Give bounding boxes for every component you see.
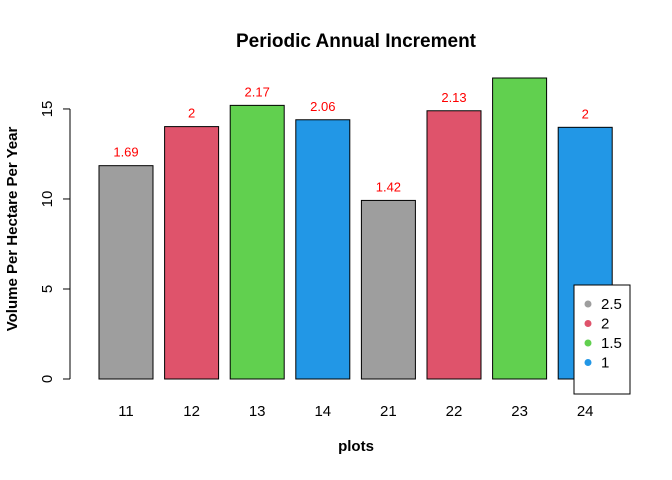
bar-value-label: 2.13 [441,90,466,105]
y-tick-label: 5 [39,285,56,293]
bars-group [98,77,613,380]
y-tick-label: 10 [39,191,56,208]
bar-12 [164,126,220,380]
bar-22 [426,110,482,380]
chart-title: Periodic Annual Increment [236,31,477,52]
bar-value-label: 2.06 [310,99,335,114]
legend-marker [584,339,592,347]
legend-label: 1.5 [601,335,622,352]
bar-value-label: 2 [582,106,589,121]
y-axis-label: Volume Per Hectare Per Year [4,127,21,332]
x-tick-label: 11 [118,403,134,420]
x-tick-label: 24 [577,403,594,420]
legend-marker [584,300,592,308]
legend-label: 2 [601,316,609,333]
bar-value-label: 1.42 [376,179,401,194]
x-axis-label: plots [338,438,374,455]
x-tick-label: 14 [314,403,331,420]
bar-21 [360,199,416,380]
x-tick-label: 13 [249,403,266,420]
x-tick-label: 21 [380,403,397,420]
legend-label: 2.5 [601,296,622,313]
bar-value-label: 2.17 [245,84,270,99]
bar-13 [229,104,285,380]
bar-value-labels: 1.69 2 2.17 2.06 1.42 2.13 2 [113,84,588,194]
legend: 2.5 2 1.5 1 [573,284,631,395]
bar-value-label: 2 [188,106,195,121]
legend-box [573,284,631,395]
y-tick-label: 15 [39,101,56,118]
bar-23 [492,77,548,380]
y-tick-label: 0 [39,375,56,383]
x-tick-label: 23 [511,403,528,420]
legend-marker [584,359,592,366]
bar-11 [98,165,154,380]
x-tick-label: 22 [446,403,463,420]
bar-14 [295,119,351,380]
legend-marker [584,320,592,327]
x-tick-label: 12 [183,403,200,420]
x-tick-labels: 11 12 13 14 21 22 23 24 [118,403,593,420]
legend-label: 1 [601,355,609,372]
y-axis: 0 5 10 15 [39,101,71,383]
bar-value-label: 1.69 [113,145,138,160]
